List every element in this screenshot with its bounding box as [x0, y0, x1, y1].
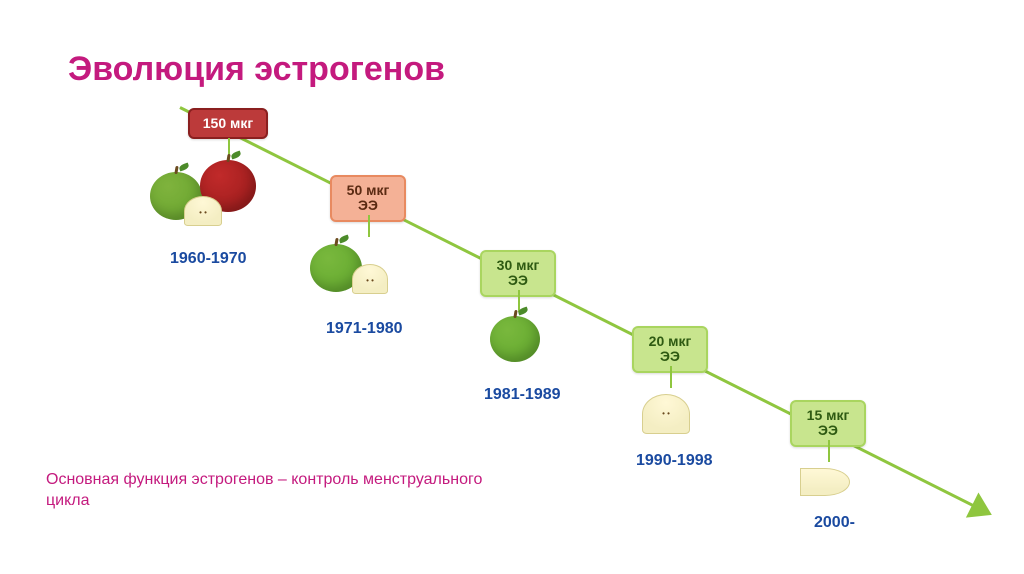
page-title: Эволюция эстрогенов — [68, 50, 445, 89]
wedge-icon — [800, 468, 850, 496]
timeline-arrow-head — [966, 493, 998, 528]
badge-connector-3 — [670, 366, 672, 388]
year-label-0: 1960-1970 — [170, 250, 247, 268]
slice-icon — [352, 264, 388, 294]
year-label-2: 1981-1989 — [484, 386, 561, 404]
slice-icon — [642, 394, 690, 434]
year-label-3: 1990-1998 — [636, 452, 713, 470]
year-label-4: 2000- — [814, 514, 855, 532]
main-caption: Основная функция эстрогенов – контроль м… — [46, 470, 526, 512]
badge-connector-4 — [828, 440, 830, 462]
dose-badge-0: 150 мкг — [188, 108, 268, 139]
apple-icon — [490, 316, 540, 362]
timeline-arrow-line — [179, 106, 985, 513]
badge-connector-1 — [368, 215, 370, 237]
year-label-1: 1971-1980 — [326, 320, 403, 338]
slice-icon — [184, 196, 222, 226]
